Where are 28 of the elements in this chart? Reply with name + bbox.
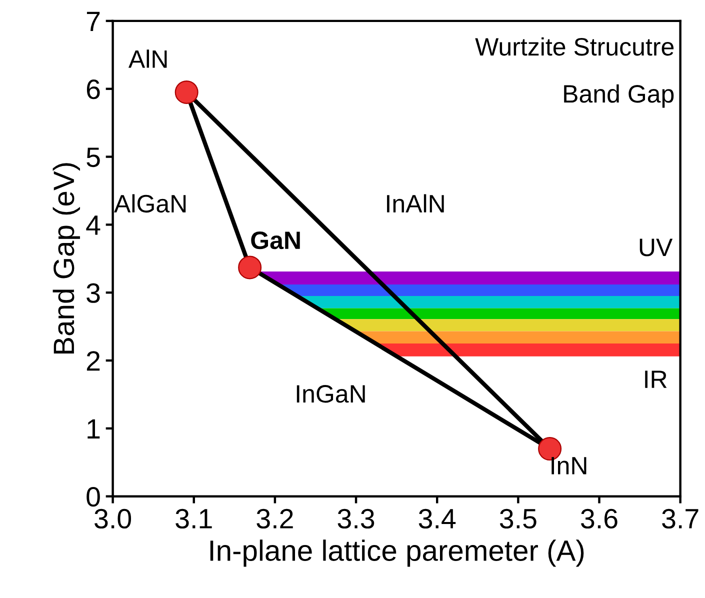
x-tick-label: 3.3	[338, 508, 374, 529]
y-tick-label: 1	[88, 419, 100, 438]
y-tick-label: 2	[86, 351, 100, 371]
y-tick-label: 5	[86, 148, 100, 168]
y-tick-label: 4	[86, 216, 100, 235]
annotation: AlN	[128, 50, 167, 68]
annotation: InAlN	[387, 194, 444, 212]
x-tick-label: 3.2	[256, 508, 293, 529]
x-axis-title: In-plane lattice paremeter (A)	[210, 540, 584, 567]
annotation: UV	[640, 238, 673, 256]
annotation: GaN	[251, 231, 300, 250]
x-tick-label: 3.6	[581, 508, 618, 529]
y-tick-label: 6	[86, 80, 100, 100]
x-tick-label: 3.7	[662, 508, 698, 529]
annotation: AlGaN	[114, 194, 186, 213]
x-tick-label: 3.4	[418, 508, 456, 529]
y-tick-label: 0	[86, 487, 100, 507]
x-tick-label: 3.1	[176, 508, 212, 529]
annotation: Band Gap	[564, 84, 674, 108]
y-tick-label: 3	[86, 283, 100, 303]
annotation: IR	[645, 370, 667, 388]
x-tick-label: 3.0	[94, 508, 132, 529]
annotation: InGaN	[296, 385, 365, 403]
x-tick-label: 3.5	[500, 508, 536, 529]
annotation: InN	[552, 457, 586, 474]
annotation: Wurtzite Strucutre	[475, 37, 674, 56]
y-tick-label: 7	[86, 12, 100, 31]
y-axis-title: Band Gap (eV)	[52, 163, 80, 354]
